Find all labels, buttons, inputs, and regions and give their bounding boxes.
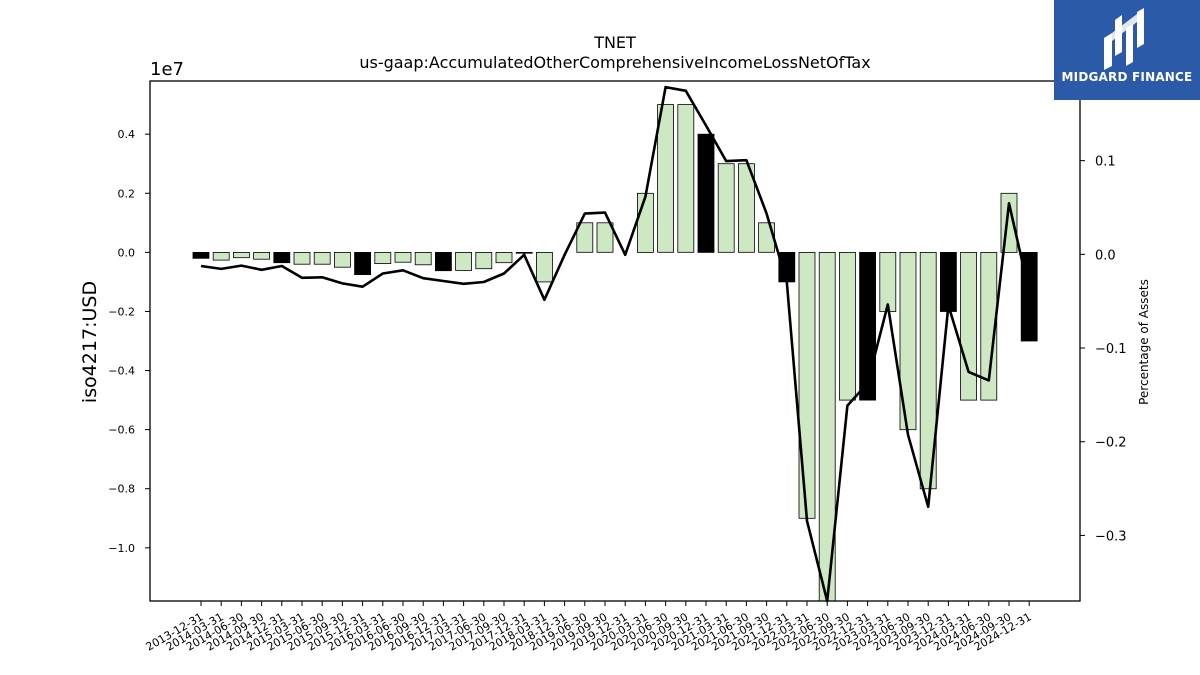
bar [455, 251, 473, 271]
bar [232, 251, 250, 259]
y-tick-label: 0.4 [118, 128, 136, 141]
bar [940, 251, 957, 312]
bar [960, 251, 977, 401]
bar [374, 251, 392, 264]
bar [677, 104, 695, 253]
bar [859, 251, 876, 401]
bar [879, 251, 897, 312]
bar [515, 251, 533, 254]
bar [717, 163, 735, 253]
bar [536, 251, 553, 283]
y2-axis-label: Percentage of Assets [1137, 279, 1151, 405]
bar [313, 251, 331, 265]
plot-frame [149, 80, 1081, 602]
logo-text: MIDGARD FINANCE [1061, 70, 1193, 84]
y-tick-label: 0.0 [118, 246, 136, 259]
bar [576, 222, 594, 253]
bar [596, 222, 614, 253]
y2-tick-label: 0.1 [1095, 155, 1116, 170]
chart-title: TNET [593, 33, 636, 52]
bar [798, 251, 816, 519]
series-line [200, 85, 1031, 603]
y2-tick-label: 0.0 [1095, 248, 1116, 263]
bar [354, 251, 372, 275]
bar [273, 251, 291, 264]
bar [333, 251, 351, 268]
chart-subtitle: us-gaap:AccumulatedOtherComprehensiveInc… [359, 53, 870, 72]
bar [434, 251, 452, 272]
bar [637, 192, 654, 253]
y2-tick-label: −0.3 [1095, 529, 1127, 544]
y-tick-label: −0.8 [108, 483, 135, 496]
bar [475, 251, 493, 270]
bar [657, 104, 674, 253]
y2-tick-label: −0.1 [1095, 342, 1127, 357]
bar [293, 251, 311, 265]
midgard-logo-icon [1104, 8, 1144, 70]
bar [253, 251, 271, 260]
y-tick-label: −1.0 [108, 542, 135, 555]
axes: 0.4 0.2 0.0 −0.2 −0.4 −0.6 −0.8 −1.0 0.1 0.0 −0.1 −… [108, 128, 1126, 653]
y-tick-label: 0.2 [118, 187, 136, 200]
y-tick-label: −0.2 [108, 305, 135, 318]
bar [758, 222, 775, 253]
y-axis-label: iso4217:USD [79, 281, 101, 403]
bar [394, 251, 412, 263]
bar [192, 251, 210, 259]
bar [839, 251, 856, 401]
y2-tick-label: −0.2 [1095, 436, 1127, 451]
y-tick-label: −0.4 [108, 365, 135, 378]
logo: MIDGARD FINANCE [1054, 0, 1200, 100]
bar [212, 251, 230, 261]
bar [980, 251, 998, 401]
bar [919, 251, 937, 490]
bar [697, 133, 715, 253]
y-offset-label: 1e7 [150, 59, 184, 80]
y-tick-label: −0.6 [108, 424, 135, 437]
plot-area [192, 85, 1038, 603]
bar [495, 251, 513, 264]
bar [414, 251, 432, 266]
